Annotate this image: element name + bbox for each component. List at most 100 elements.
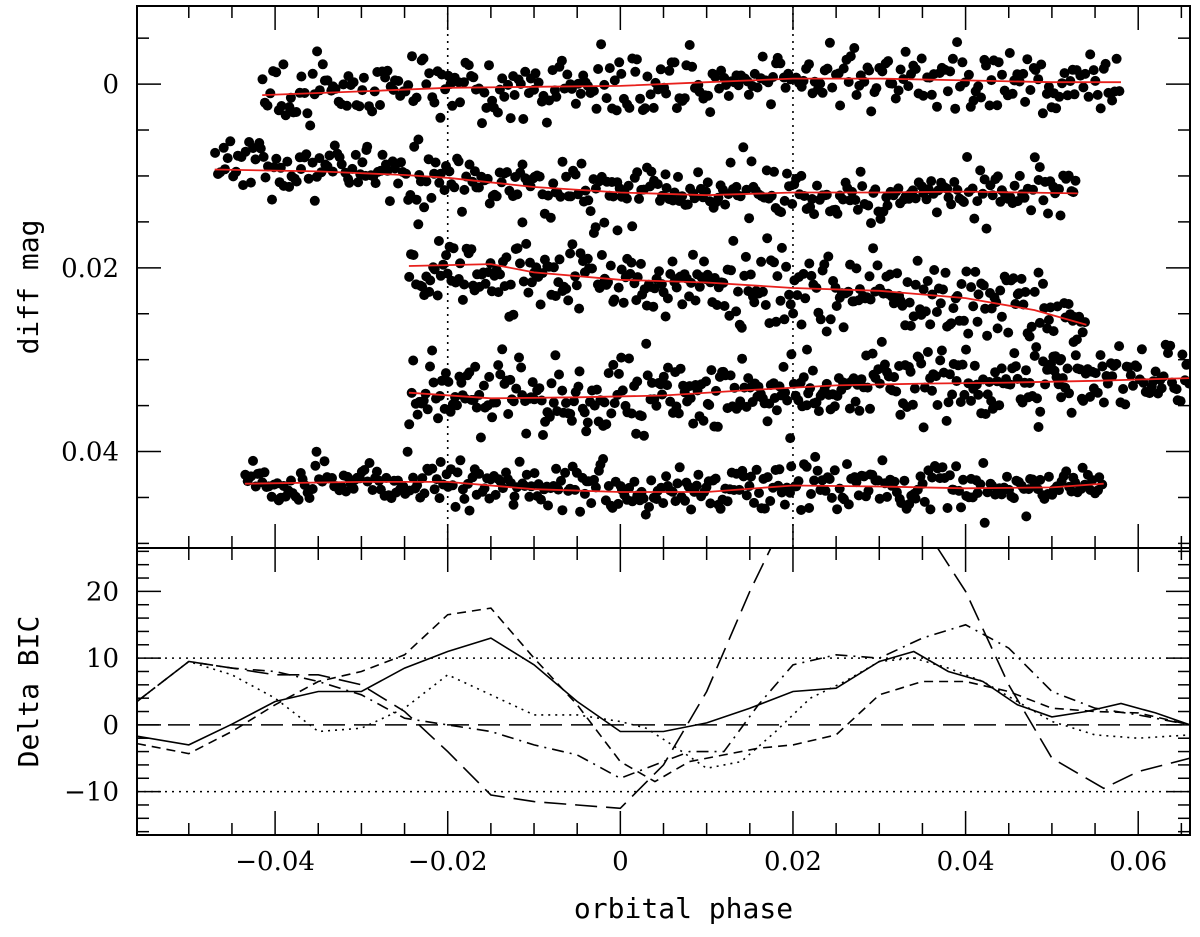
data-point (746, 156, 757, 167)
data-point (1175, 396, 1186, 407)
data-point (756, 256, 767, 267)
data-point (543, 190, 554, 201)
data-point (293, 494, 304, 505)
data-point (956, 502, 966, 513)
data-point (942, 503, 953, 513)
data-point (780, 82, 791, 93)
data-point (849, 43, 860, 53)
data-point (1014, 170, 1025, 181)
data-point (772, 271, 783, 282)
data-point (1054, 184, 1064, 194)
data-point (743, 89, 754, 100)
data-point (925, 504, 936, 515)
data-point (557, 505, 568, 516)
data-point (1009, 348, 1020, 359)
data-point (434, 391, 445, 401)
data-point (481, 102, 492, 113)
data-point (1118, 384, 1129, 394)
data-point (781, 261, 792, 272)
data-point (922, 276, 933, 286)
data-point (581, 426, 592, 437)
data-point (585, 206, 596, 217)
data-point (774, 464, 785, 475)
x-tick-label: −0.02 (408, 847, 488, 877)
data-point (909, 383, 920, 394)
data-point (1008, 493, 1019, 504)
data-point (518, 114, 529, 124)
data-point (887, 78, 898, 89)
data-point (404, 271, 415, 282)
x-axis-title: orbital phase (574, 892, 793, 925)
data-point (824, 474, 835, 484)
data-point (267, 194, 277, 205)
data-point (762, 416, 773, 427)
data-point (601, 419, 612, 430)
data-point (447, 100, 458, 111)
data-point (785, 299, 796, 310)
data-point (752, 82, 763, 93)
data-point (265, 88, 276, 99)
data-point (508, 309, 519, 320)
data-point (1038, 278, 1048, 289)
data-point (291, 107, 302, 117)
data-point (529, 394, 540, 405)
data-point (895, 64, 906, 75)
data-point (648, 102, 659, 113)
data-point (1057, 78, 1067, 89)
data-point (972, 488, 983, 498)
data-point (771, 405, 782, 416)
data-point (817, 87, 828, 98)
data-point (769, 257, 779, 268)
data-point (341, 100, 352, 111)
data-point (810, 451, 821, 462)
data-point (941, 415, 952, 426)
data-point (673, 171, 683, 182)
data-point (892, 268, 903, 279)
data-point (995, 285, 1006, 296)
data-point (740, 251, 751, 262)
data-point (646, 166, 657, 177)
data-point (478, 380, 489, 391)
data-point (538, 430, 548, 440)
data-point (449, 182, 460, 193)
data-point (829, 465, 840, 476)
data-point (348, 483, 359, 494)
model-curve-1 (214, 168, 1078, 197)
data-point (726, 265, 736, 276)
data-point (778, 361, 789, 372)
data-point (1022, 54, 1033, 65)
data-point (1171, 384, 1182, 395)
data-point (1181, 359, 1190, 370)
data-point (1035, 474, 1046, 485)
data-point (949, 177, 960, 187)
data-point (1026, 321, 1037, 332)
data-point (443, 376, 454, 387)
data-point (457, 206, 467, 217)
data-point (992, 100, 1003, 111)
data-point (769, 166, 779, 177)
data-point (403, 80, 414, 91)
data-point (402, 446, 413, 457)
data-point (961, 266, 972, 277)
data-point (570, 169, 581, 180)
data-point (433, 236, 444, 246)
data-point (851, 90, 862, 100)
data-point (563, 295, 574, 306)
data-point (1097, 361, 1108, 372)
delta-bic-curve-short-dash (137, 607, 1190, 783)
data-point (408, 472, 419, 483)
data-point (705, 498, 716, 509)
data-point (788, 308, 799, 319)
data-point (691, 480, 702, 491)
data-point (658, 371, 669, 382)
data-point (1018, 68, 1029, 79)
data-point (825, 314, 836, 325)
data-point (854, 405, 865, 416)
data-point (865, 294, 876, 305)
data-point (1043, 315, 1054, 325)
data-point (524, 491, 535, 502)
data-point (804, 503, 815, 513)
data-point (943, 397, 954, 408)
data-point (586, 498, 597, 509)
data-point (1177, 349, 1188, 360)
